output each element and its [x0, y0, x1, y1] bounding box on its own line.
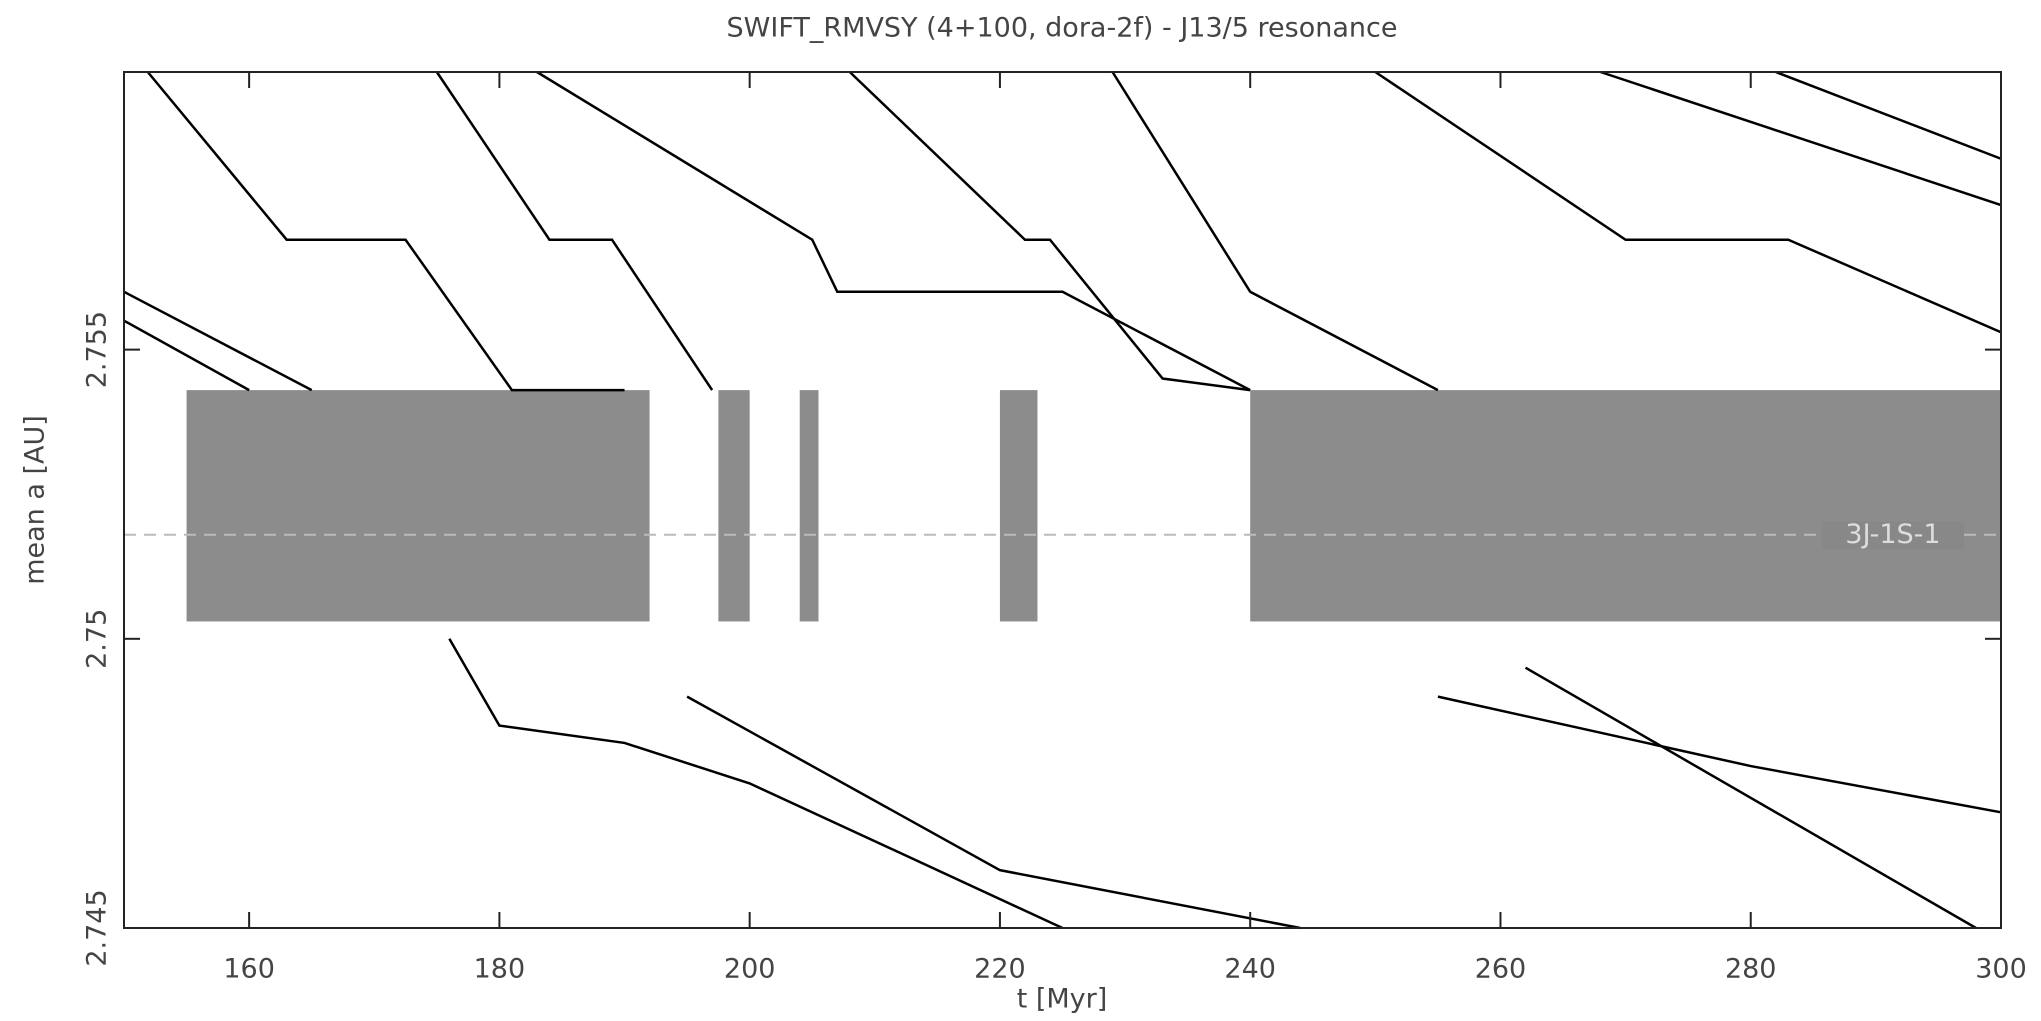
annotation-box	[1822, 521, 1964, 550]
track	[1374, 70, 2002, 334]
x-tick-label: 280	[1725, 954, 1777, 985]
track	[1524, 666, 1977, 930]
plot-frame	[123, 71, 2002, 929]
track	[1775, 70, 2002, 160]
x-axis-label: t [Myr]	[1017, 984, 1108, 1015]
chaotic-zone	[999, 390, 1038, 622]
x-tick-label: 180	[474, 954, 526, 985]
x-tick-label: 300	[1975, 954, 2027, 985]
track	[848, 71, 1251, 392]
track	[435, 71, 714, 391]
y-tick-label: 2.75	[82, 609, 113, 669]
y-tick-label: 2.745	[82, 889, 113, 966]
chart-title: SWIFT_RMVSY (4+100, dora-2f) - J13/5 res…	[727, 13, 1398, 44]
x-tick-label: 160	[223, 954, 275, 985]
chaotic-zone	[718, 390, 750, 622]
track	[123, 319, 250, 392]
track	[1111, 71, 1439, 392]
track	[123, 290, 313, 392]
x-tick-label: 240	[1224, 954, 1276, 985]
track	[686, 695, 1301, 930]
chaotic-zone	[186, 390, 650, 622]
x-tick-label: 260	[1475, 954, 1527, 985]
x-tick-label: 200	[724, 954, 776, 985]
track	[1437, 695, 2002, 814]
y-tick-label: 2.755	[82, 311, 113, 388]
track	[448, 638, 1064, 930]
track	[536, 70, 1251, 392]
chaotic-zone	[799, 390, 819, 622]
annotation: 3J-1S-1	[1845, 519, 1940, 550]
y-axis-label: mean a [AU]	[20, 415, 51, 585]
track	[1600, 70, 2002, 207]
track	[146, 71, 625, 392]
x-tick-label: 220	[974, 954, 1026, 985]
chaotic-zone	[1250, 390, 2001, 622]
